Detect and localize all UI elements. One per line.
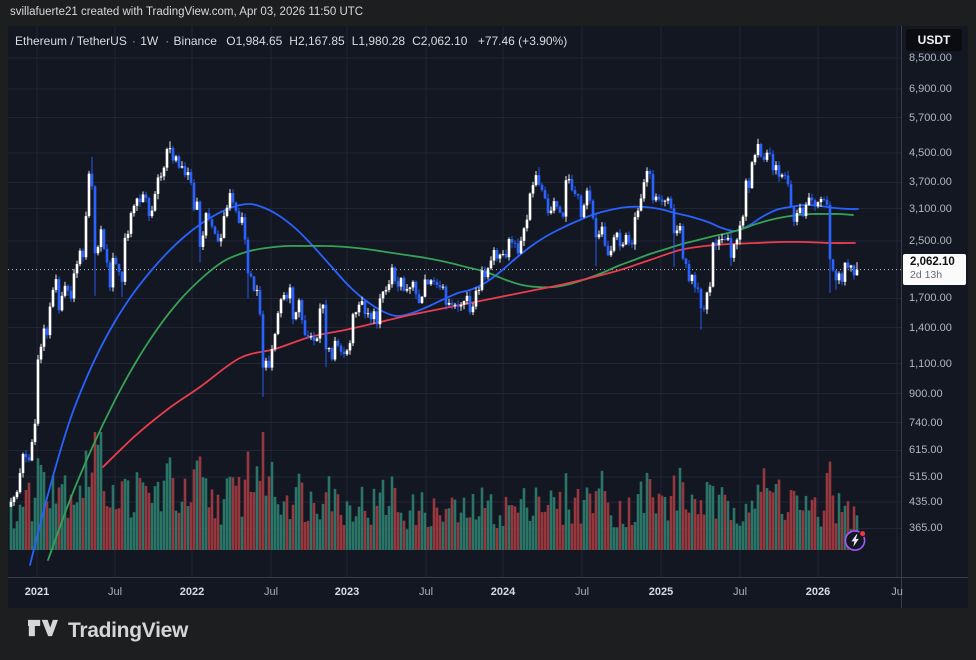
axis-corner-divider (901, 578, 902, 608)
chart-legend: Ethereum / TetherUS · 1W · Binance O1,984.… (15, 33, 573, 49)
time-axis-label: Jul (263, 586, 279, 598)
time-axis-label: Ju (891, 586, 903, 598)
tradingview-logo-icon (28, 616, 58, 645)
time-axis-label: 2021 (24, 586, 50, 598)
lightning-icon[interactable] (844, 529, 867, 552)
time-axis-label: Jul (732, 586, 748, 598)
price-axis-label: 615.00 (909, 444, 943, 457)
currency-button[interactable]: USDT (905, 28, 963, 52)
chart-panel: Ethereum / TetherUS · 1W · Binance O1,984.… (8, 26, 968, 608)
time-axis-label: 2025 (648, 586, 674, 598)
price-axis-label: 3,100.00 (909, 202, 952, 215)
time-scale[interactable]: 2021 Jul 2022 Jul 2023 Jul 2024 Jul 2025 Jul 2026 J… (8, 577, 968, 608)
price-axis-label: 5,700.00 (909, 111, 952, 124)
time-axis-label: Jul (418, 586, 434, 598)
price-chart-plot[interactable] (8, 26, 901, 578)
price-axis-label: 6,900.00 (909, 83, 952, 96)
current-price-value: 2,062.10 (910, 256, 955, 269)
legend-separator: · (165, 34, 170, 48)
current-price-label: 2,062.10 2d 13h (903, 254, 966, 286)
price-axis-label: 740.00 (909, 416, 943, 429)
tradingview-logo[interactable]: TradingView (28, 616, 188, 645)
ohlc-open: O1,984.65 (226, 34, 283, 48)
price-scale[interactable]: USDT 2,062.10 2d 13h 8,500.00 6,900.00 5,7… (901, 26, 968, 578)
ohlc-high: H2,167.85 (289, 34, 345, 48)
time-axis-label: 2024 (490, 586, 516, 598)
bar-countdown: 2d 13h (910, 269, 943, 282)
ma-slow (102, 240, 856, 468)
ohlc-low: L1,980.28 (351, 34, 406, 48)
ma-mid (47, 213, 854, 561)
price-axis-label: 2,500.00 (909, 234, 952, 247)
price-axis-label: 900.00 (909, 387, 943, 400)
price-axis-label: 8,500.00 (909, 52, 952, 64)
interval-label[interactable]: 1W (140, 34, 159, 48)
time-axis-label: 2023 (334, 586, 360, 598)
price-axis-label: 1,700.00 (909, 292, 952, 305)
tradingview-logo-text: TradingView (68, 618, 189, 642)
price-axis-label: 1,400.00 (909, 321, 952, 334)
price-axis-label: 365.00 (909, 522, 943, 535)
time-axis-label: 2022 (179, 586, 205, 598)
symbol-title[interactable]: Ethereum / TetherUS (15, 34, 127, 48)
price-axis-label: 4,500.00 (909, 147, 952, 159)
legend-separator: · (131, 34, 136, 48)
time-axis-label: Jul (107, 586, 123, 598)
exchange-label: Binance (173, 34, 217, 48)
time-axis-label: Jul (574, 586, 590, 598)
price-axis-label: 435.00 (909, 496, 943, 509)
price-axis-label: 3,700.00 (909, 176, 952, 189)
ohlc-close: C2,062.10 (412, 34, 468, 48)
change-label: +77.46 (+3.90%) (477, 34, 568, 48)
price-axis-label: 515.00 (909, 470, 943, 483)
time-axis-label: 2026 (805, 586, 831, 598)
price-axis-label: 1,100.00 (909, 357, 952, 370)
attribution-text: svillafuerte21 created with TradingView.… (10, 6, 364, 18)
